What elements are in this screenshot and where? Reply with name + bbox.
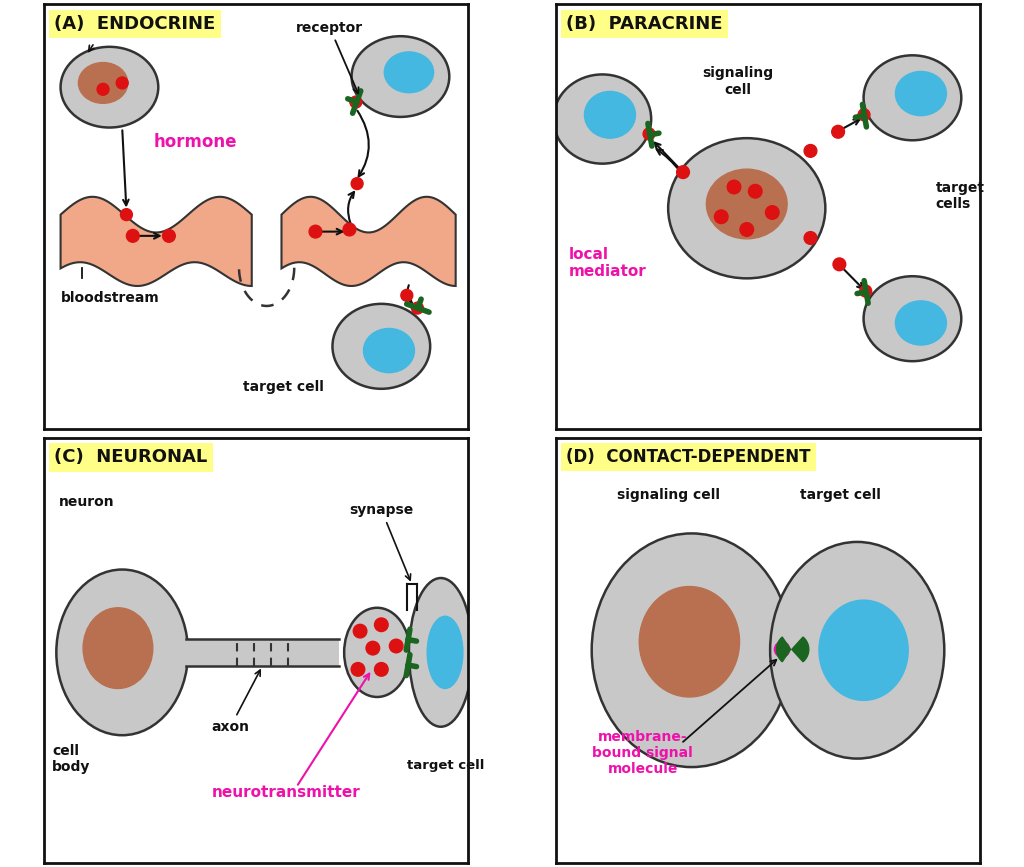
Text: (A)  ENDOCRINE: (A) ENDOCRINE [54,15,215,33]
Text: neuron: neuron [58,495,114,509]
Circle shape [677,166,689,179]
Circle shape [412,302,423,314]
Circle shape [804,231,817,244]
Text: membrane-
bound signal
molecule: membrane- bound signal molecule [592,730,693,777]
Text: (B)  PARACRINE: (B) PARACRINE [566,15,723,33]
Ellipse shape [639,586,739,697]
Polygon shape [282,197,456,286]
Text: local
mediator: local mediator [568,247,646,279]
Ellipse shape [333,303,430,388]
Circle shape [351,178,364,190]
Circle shape [350,96,361,108]
Text: axon: axon [211,670,260,734]
Ellipse shape [819,600,908,701]
Text: (C)  NEURONAL: (C) NEURONAL [54,448,208,466]
Text: signaling cell: signaling cell [617,488,720,503]
Circle shape [389,639,403,653]
Text: synapse: synapse [349,504,414,580]
Circle shape [831,126,845,138]
Ellipse shape [553,75,651,164]
Circle shape [97,83,109,95]
Ellipse shape [351,36,450,117]
Circle shape [715,210,728,224]
Polygon shape [60,197,252,286]
Text: cell
body: cell body [52,744,90,774]
Circle shape [121,209,132,220]
Ellipse shape [60,47,159,127]
Text: neurotransmitter: neurotransmitter [211,785,360,800]
Ellipse shape [56,570,188,735]
Circle shape [400,290,413,302]
Ellipse shape [364,329,415,373]
Ellipse shape [770,542,944,759]
Text: target cell: target cell [244,380,325,394]
Circle shape [749,185,762,198]
Circle shape [774,642,790,657]
Text: (D)  CONTACT-DEPENDENT: (D) CONTACT-DEPENDENT [566,448,811,466]
Circle shape [766,205,779,219]
Ellipse shape [592,533,792,767]
Circle shape [117,77,128,89]
Circle shape [740,223,754,237]
Circle shape [643,128,655,140]
Circle shape [126,230,139,242]
Text: target cell: target cell [800,488,881,503]
Text: receptor: receptor [296,21,364,94]
Circle shape [860,285,871,297]
Ellipse shape [863,55,962,140]
Ellipse shape [669,138,825,278]
Circle shape [858,109,870,121]
Ellipse shape [895,71,946,115]
Circle shape [163,230,175,242]
Polygon shape [792,637,809,662]
Circle shape [309,225,322,238]
Ellipse shape [384,52,433,93]
Ellipse shape [79,62,128,103]
Ellipse shape [344,608,410,697]
Polygon shape [776,637,791,662]
Text: target cell: target cell [407,759,484,772]
Text: endocrine cell: endocrine cell [52,25,162,39]
Ellipse shape [83,608,153,688]
Circle shape [727,180,740,194]
Ellipse shape [409,578,473,727]
Text: hormone: hormone [154,133,238,151]
Text: target
cells: target cells [936,181,985,212]
Text: signaling
cell: signaling cell [702,67,774,96]
Ellipse shape [863,277,962,362]
Ellipse shape [585,91,636,138]
Ellipse shape [707,169,787,238]
Circle shape [343,223,355,236]
Circle shape [833,258,846,271]
Ellipse shape [427,616,463,688]
Circle shape [351,662,365,676]
Circle shape [375,662,388,676]
Circle shape [804,145,817,157]
Circle shape [375,618,388,631]
Ellipse shape [895,301,946,345]
Circle shape [353,624,367,638]
Circle shape [366,642,380,655]
Text: bloodstream: bloodstream [60,290,160,304]
